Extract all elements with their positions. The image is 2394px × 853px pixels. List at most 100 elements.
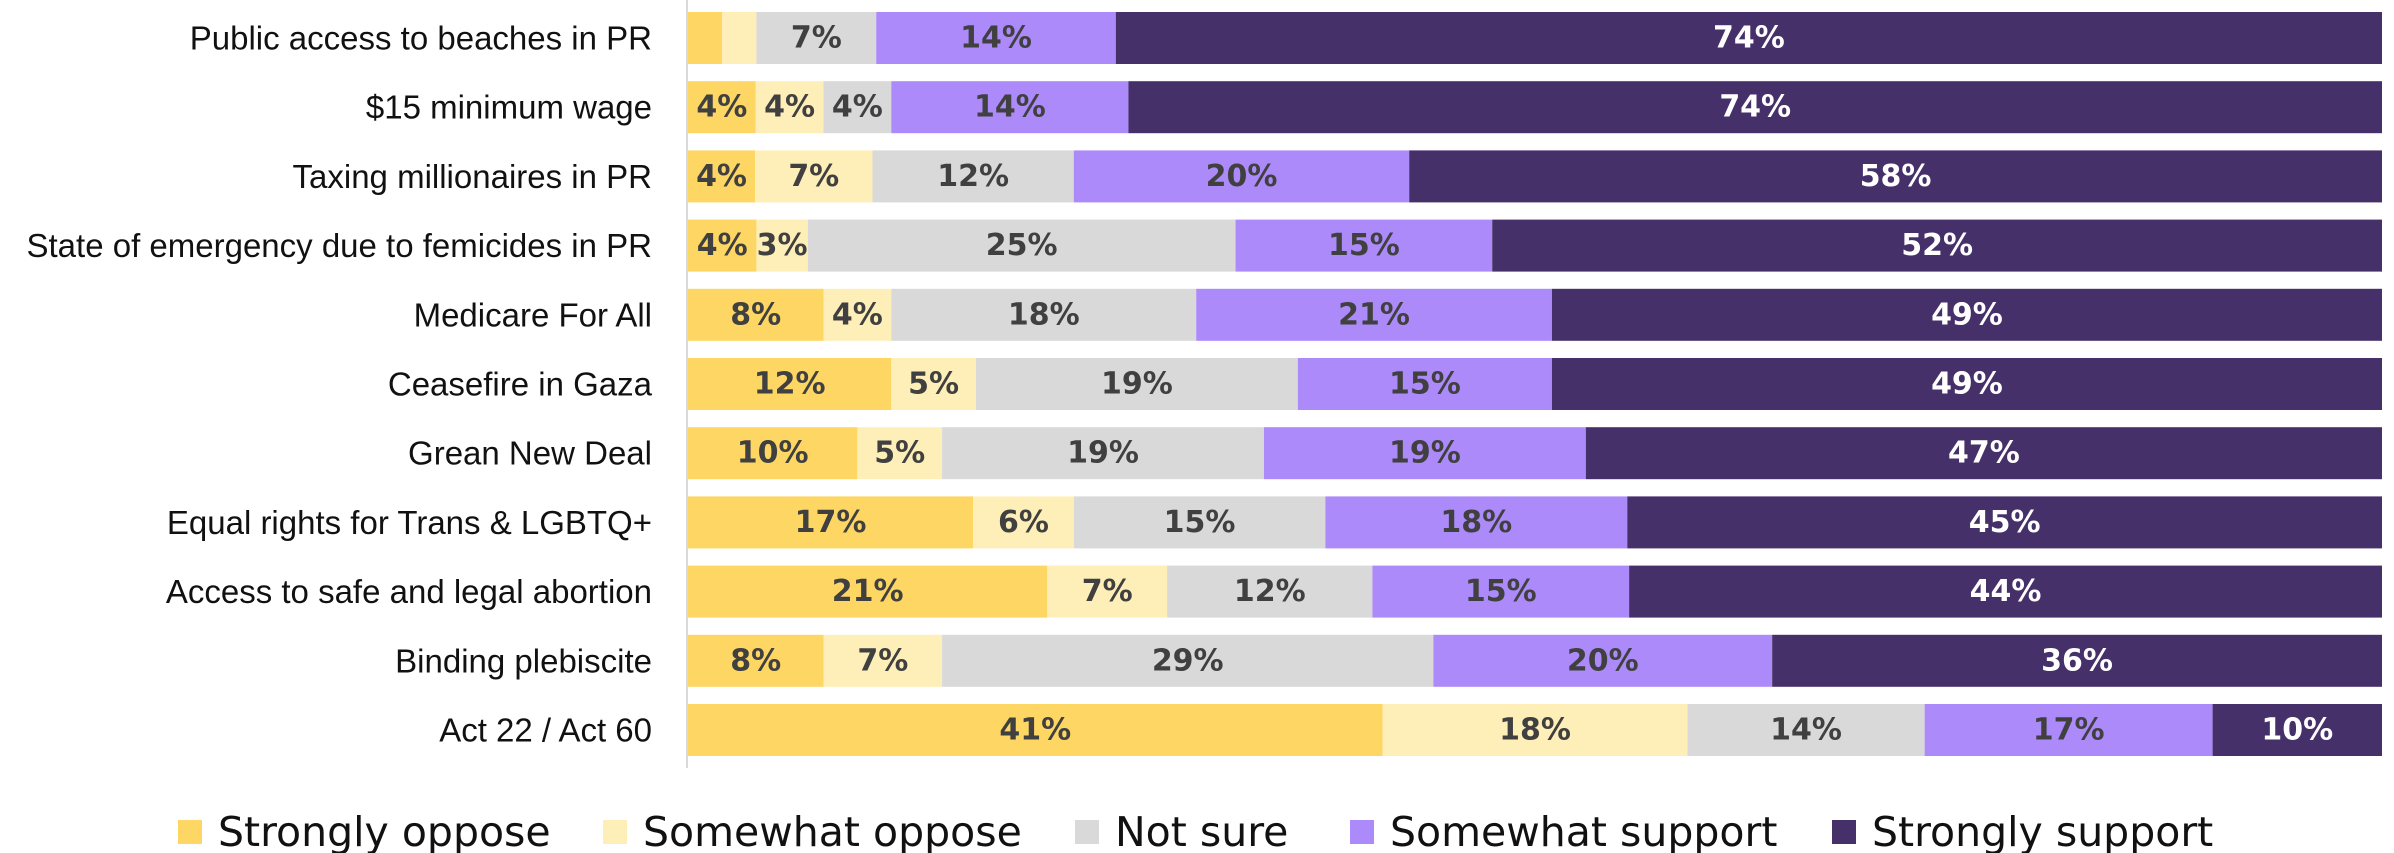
bar-segment-strongly-support bbox=[1409, 150, 2382, 203]
bar-segment-strongly-oppose bbox=[688, 219, 757, 272]
data-label: 4% bbox=[696, 159, 747, 194]
bar-segment-strongly-support bbox=[1128, 81, 2382, 134]
bar-segment-not-sure bbox=[1687, 704, 1925, 756]
category-label: Access to safe and legal abortion bbox=[166, 573, 652, 610]
data-label: 4% bbox=[832, 90, 883, 125]
bar-segment-somewhat-support bbox=[1073, 150, 1410, 203]
data-label: 29% bbox=[1152, 643, 1224, 678]
bar-segment-strongly-oppose bbox=[688, 496, 974, 549]
data-label: 15% bbox=[1164, 505, 1236, 540]
bar-segment-somewhat-oppose bbox=[823, 634, 943, 687]
data-label: 7% bbox=[788, 159, 839, 194]
bar-segment-strongly-support bbox=[1627, 496, 2382, 549]
data-label: 18% bbox=[1440, 505, 1512, 540]
bar-segment-somewhat-oppose bbox=[1047, 565, 1168, 618]
data-label: 74% bbox=[1719, 90, 1791, 125]
bar-segment-not-sure bbox=[1167, 565, 1373, 618]
legend: Strongly oppose Somewhat oppose Not sure So… bbox=[178, 808, 2213, 853]
data-label: 12% bbox=[754, 367, 826, 402]
data-label: 15% bbox=[1389, 367, 1461, 402]
legend-swatch-not-sure bbox=[1075, 820, 1099, 844]
data-label: 19% bbox=[1067, 436, 1139, 471]
data-label: 4% bbox=[832, 297, 883, 332]
data-label: 36% bbox=[2041, 643, 2113, 678]
bar-segment-not-sure bbox=[872, 150, 1074, 203]
bar-segment-somewhat-support bbox=[1924, 704, 2213, 756]
bar-segment-somewhat-oppose bbox=[756, 219, 808, 272]
category-label: Equal rights for Trans & LGBTQ+ bbox=[167, 504, 652, 541]
bar-segment-somewhat-support bbox=[1325, 496, 1628, 549]
data-label: 19% bbox=[1389, 436, 1461, 471]
data-label: 7% bbox=[857, 643, 908, 678]
data-label: 47% bbox=[1948, 436, 2020, 471]
data-label: 41% bbox=[999, 713, 1071, 748]
data-label: 49% bbox=[1931, 297, 2003, 332]
data-label: 58% bbox=[1860, 159, 1932, 194]
legend-label: Somewhat oppose bbox=[643, 808, 1022, 853]
bar-segment-strongly-oppose bbox=[688, 704, 1383, 756]
data-label: 17% bbox=[795, 505, 867, 540]
category-label: Grean New Deal bbox=[408, 435, 652, 472]
bar-segment-not-sure bbox=[1073, 496, 1326, 549]
bar-segment-not-sure bbox=[942, 634, 1434, 687]
data-label: 6% bbox=[998, 505, 1049, 540]
data-label: 18% bbox=[1499, 713, 1571, 748]
data-label: 44% bbox=[1970, 574, 2042, 609]
data-label: 10% bbox=[737, 436, 809, 471]
category-label: Act 22 / Act 60 bbox=[439, 712, 652, 749]
bar-segment-strongly-oppose bbox=[688, 150, 756, 203]
bar-segment-somewhat-support bbox=[1433, 634, 1773, 687]
bars bbox=[688, 12, 2382, 756]
bar-segment-somewhat-oppose bbox=[823, 288, 892, 341]
data-label: 10% bbox=[2261, 713, 2333, 748]
legend-label: Strongly support bbox=[1872, 808, 2213, 853]
bar-segment-strongly-support bbox=[1115, 12, 2382, 64]
bar-segment-somewhat-oppose bbox=[755, 150, 873, 203]
data-label: 8% bbox=[730, 643, 781, 678]
bar-segment-somewhat-oppose bbox=[857, 427, 943, 480]
data-label: 7% bbox=[1082, 574, 1133, 609]
data-label: 19% bbox=[1101, 367, 1173, 402]
category-label: $15 minimum wage bbox=[366, 89, 652, 126]
bar-segment-somewhat-oppose bbox=[722, 12, 757, 64]
bar-segment-somewhat-oppose bbox=[755, 81, 824, 134]
data-label: 14% bbox=[974, 90, 1046, 125]
data-label: 74% bbox=[1713, 21, 1785, 56]
bar-segment-strongly-oppose bbox=[688, 565, 1048, 618]
legend-swatch-somewhat-oppose bbox=[603, 820, 627, 844]
data-label: 14% bbox=[960, 21, 1032, 56]
data-label: 20% bbox=[1206, 159, 1278, 194]
data-label: 17% bbox=[2033, 713, 2105, 748]
bar-segment-not-sure bbox=[942, 427, 1264, 480]
data-label: 4% bbox=[696, 90, 747, 125]
category-label: Binding plebiscite bbox=[395, 642, 652, 679]
bar-segment-not-sure bbox=[891, 288, 1197, 341]
bar-segment-strongly-support bbox=[1551, 358, 2382, 410]
bar-segment-somewhat-support bbox=[1372, 565, 1630, 618]
bar-segment-not-sure bbox=[756, 12, 877, 64]
data-label: 7% bbox=[791, 21, 842, 56]
bar-segment-not-sure bbox=[823, 81, 892, 134]
data-label: 3% bbox=[757, 228, 808, 263]
bar-segment-somewhat-support bbox=[891, 81, 1129, 134]
bar-segment-somewhat-support bbox=[1196, 288, 1552, 341]
data-label: 15% bbox=[1465, 574, 1537, 609]
legend-swatch-strongly-support bbox=[1832, 820, 1856, 844]
bar-segment-somewhat-oppose bbox=[1382, 704, 1688, 756]
data-label: 14% bbox=[1770, 713, 1842, 748]
data-label: 45% bbox=[1969, 505, 2041, 540]
legend-swatch-strongly-oppose bbox=[178, 820, 202, 844]
bar-segment-strongly-support bbox=[1629, 565, 2382, 618]
bar-segment-strongly-oppose bbox=[688, 427, 858, 480]
value-labels: 7% 14% 74% 4% 4% 4% 14% 74% 4% 7% 12% 20% 58% 4% 3% 25%… bbox=[696, 21, 2333, 748]
data-label: 12% bbox=[937, 159, 1009, 194]
bar-segment-strongly-oppose bbox=[688, 358, 892, 410]
data-label: 5% bbox=[874, 436, 925, 471]
data-label: 49% bbox=[1931, 367, 2003, 402]
data-label: 8% bbox=[730, 297, 781, 332]
legend-swatch-somewhat-support bbox=[1350, 820, 1374, 844]
data-label: 15% bbox=[1328, 228, 1400, 263]
bar-segment-strongly-support bbox=[1772, 634, 2382, 687]
data-label: 25% bbox=[986, 228, 1058, 263]
data-label: 4% bbox=[764, 90, 815, 125]
